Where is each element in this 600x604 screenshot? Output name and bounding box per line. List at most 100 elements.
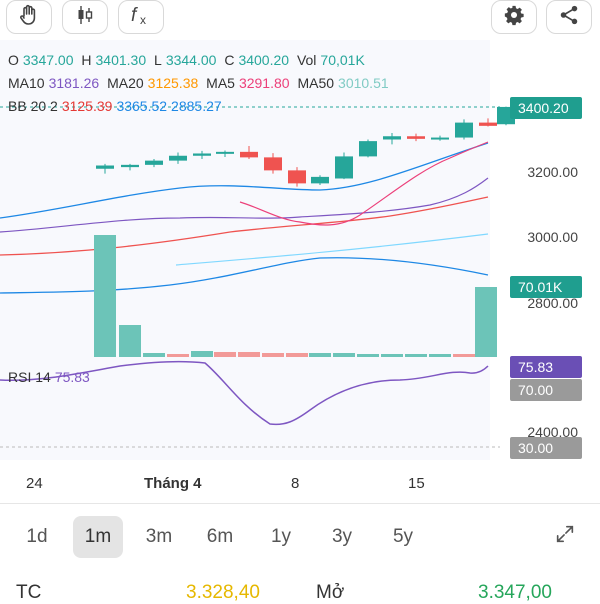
ma5-label: MA5	[206, 75, 235, 91]
volume-bar	[357, 354, 379, 357]
range-1y-button[interactable]: 1y	[270, 526, 292, 547]
open-summary-value: 3.347,00	[478, 582, 552, 603]
price-axis-label: 2400.00	[527, 424, 578, 440]
x-axis-label: 24	[26, 475, 43, 492]
candle-body	[407, 136, 425, 139]
x-axis-label: 15	[408, 475, 425, 492]
candle-body	[455, 122, 473, 138]
x-axis-label: 8	[291, 475, 300, 492]
share-icon	[558, 4, 580, 31]
chart-canvas	[0, 106, 515, 448]
candle-body	[145, 160, 163, 165]
expand-icon	[554, 523, 576, 551]
open-label: O	[8, 52, 19, 68]
hand-icon	[17, 3, 41, 32]
vol-value: 70,01K	[320, 52, 365, 68]
range-1d-button[interactable]: 1d	[26, 526, 48, 547]
rsi-line	[0, 360, 489, 426]
ma20-label: MA20	[107, 75, 144, 91]
candle-body	[193, 153, 211, 156]
volume-bar	[309, 353, 331, 357]
volume-bar	[333, 353, 355, 357]
ma50-line	[175, 233, 489, 266]
chart-type-button[interactable]	[62, 0, 108, 34]
price-axis-label: 2800.00	[527, 295, 578, 311]
candle-body	[96, 165, 114, 169]
divider	[0, 503, 600, 504]
expand-button[interactable]	[540, 516, 590, 558]
candlestick-icon	[73, 3, 97, 32]
close-label: C	[224, 52, 235, 68]
candle-body	[479, 122, 497, 126]
bb-upper-value: 3365.52	[116, 98, 168, 114]
rsi-label: RSI 14	[8, 369, 51, 385]
share-button[interactable]	[546, 0, 592, 34]
ma10-value: 3181.26	[48, 75, 100, 91]
candle-body	[264, 157, 282, 171]
ma20-line	[0, 196, 489, 256]
hand-tool-button[interactable]	[6, 0, 52, 34]
volume-bar	[381, 354, 403, 357]
summary-row: TC 3.328,40 Mở 3.347,00	[0, 576, 600, 603]
volume-bar	[475, 287, 497, 357]
bb-lower-value: 2885.27	[171, 98, 222, 114]
close-value: 3400.20	[238, 52, 290, 68]
open-summary-label: Mở	[316, 582, 345, 603]
high-value: 3401.30	[95, 52, 147, 68]
volume-bar	[214, 352, 236, 357]
open-value: 3347.00	[22, 52, 74, 68]
bb-lower-line	[0, 257, 489, 294]
candle-body	[335, 156, 353, 179]
range-1m-button[interactable]: 1m	[73, 516, 123, 558]
rsi-30-tag: 30.00	[510, 437, 582, 459]
volume-bar	[405, 354, 427, 357]
ma-row: MA10 3181.26 MA20 3125.38 MA5 3291.80 MA50 3…	[8, 75, 393, 91]
rsi-70-tag: 70.00	[510, 379, 582, 401]
high-label: H	[81, 52, 92, 68]
candle-body	[169, 155, 187, 161]
candle-body	[288, 170, 306, 184]
gear-icon	[503, 4, 525, 31]
x-axis-label: Tháng 4	[144, 475, 202, 492]
candles	[96, 106, 515, 187]
rsi-tag: 75.83	[510, 356, 582, 378]
range-3y-button[interactable]: 3y	[331, 526, 353, 547]
tc-value: 3.328,40	[186, 582, 260, 603]
price-axis-label: 3200.00	[527, 164, 578, 180]
low-label: L	[154, 52, 162, 68]
tc-label: TC	[16, 582, 42, 603]
candle-body	[431, 137, 449, 140]
range-6m-button[interactable]: 6m	[206, 526, 234, 547]
range-5y-button[interactable]: 5y	[392, 526, 414, 547]
bb-label: BB 20 2	[8, 98, 58, 114]
volume-bar	[429, 354, 451, 357]
volume-tag: 70.01K	[510, 276, 582, 298]
ma50-value: 3010.51	[338, 75, 389, 91]
bb-upper-line	[0, 142, 489, 219]
ma10-label: MA10	[8, 75, 45, 91]
ma5-value: 3291.80	[238, 75, 290, 91]
svg-text:f: f	[131, 5, 138, 26]
ma20-value: 3125.38	[147, 75, 199, 91]
ma50-label: MA50	[297, 75, 335, 91]
volume-bar	[262, 353, 284, 357]
candle-body	[121, 164, 139, 168]
volume-bar	[238, 352, 260, 357]
settings-button[interactable]	[491, 0, 537, 34]
range-selector: 1d 1m 3m 6m 1y 3y 5y	[10, 516, 590, 558]
candle-body	[311, 176, 329, 184]
range-3m-button[interactable]: 3m	[145, 526, 173, 547]
volume-bar	[119, 325, 141, 357]
price-chart[interactable]: O 3347.00 H 3401.30 L 3344.00 C 3400.20 Vol 7…	[0, 40, 600, 465]
last-price-tag: 3400.20	[510, 97, 582, 119]
ohlc-row: O 3347.00 H 3401.30 L 3344.00 C 3400.20 Vol 7…	[8, 52, 369, 68]
volume-bar	[453, 354, 475, 357]
volume-bars	[94, 235, 497, 357]
bb-row: BB 20 2 3125.39 3365.52 2885.27	[8, 98, 226, 114]
ma10-line	[0, 177, 489, 233]
rsi-row: RSI 14 75.83	[8, 369, 94, 385]
volume-bar	[167, 354, 189, 357]
